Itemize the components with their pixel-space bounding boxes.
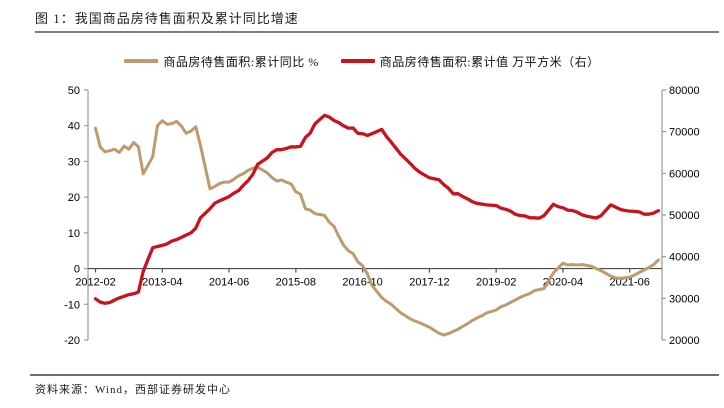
y-axis-right-tick-label: 80000 (669, 85, 700, 97)
figure-title: 图 1：我国商品房待售面积及累计同比增速 (35, 11, 299, 26)
y-axis-left-tick-label: -10 (64, 299, 80, 311)
x-axis-tick-label: 2020-04 (543, 277, 583, 289)
y-axis-left-tick-label: 10 (68, 228, 80, 240)
y-axis-right-tick-label: 40000 (669, 252, 700, 264)
x-axis-tick-label: 2019-02 (476, 277, 516, 289)
y-axis-right-tick-label: 50000 (669, 210, 700, 222)
x-axis-tick-label: 2012-02 (75, 277, 115, 289)
x-axis-tick-label: 2017-12 (409, 277, 449, 289)
legend-swatch-value-line (340, 59, 375, 63)
legend-item-yoy: 商品房待售面积:累计同比 % (124, 53, 318, 70)
x-axis-tick-label: 2016-10 (342, 277, 382, 289)
x-axis-tick-label: 2015-08 (276, 277, 316, 289)
y-axis-left: 50 40 30 20 10 0 -10 -20 (64, 85, 88, 347)
series-line-yoy (94, 119, 660, 337)
series-line-inventory (93, 113, 661, 305)
y-axis-right-tick-label: 60000 (669, 168, 700, 180)
y-axis-right-tick-label: 70000 (669, 127, 700, 139)
chart-legend: 商品房待售面积:累计同比 % 商品房待售面积:累计值 万平方米（右） (0, 52, 724, 70)
legend-swatch-yoy-line (124, 59, 159, 63)
y-axis-left-tick-label: 50 (68, 85, 80, 97)
y-axis-left-tick-label: -20 (64, 335, 80, 347)
y-axis-left-tick-label: 20 (68, 192, 80, 204)
y-axis-left-tick-label: 30 (68, 156, 80, 168)
source-separator-line (30, 374, 719, 376)
axes (87, 90, 663, 340)
y-axis-right-tick-label: 20000 (669, 335, 700, 347)
y-axis-right: 80000 70000 60000 50000 40000 30000 20000 (662, 85, 700, 347)
y-axis-left-tick-label: 0 (74, 264, 80, 276)
x-axis: 2012-02 2013-04 2014-06 2015-08 2016-10 2017-… (75, 268, 650, 289)
y-axis-right-tick-label: 30000 (669, 293, 700, 305)
y-axis-left-tick-label: 40 (68, 121, 80, 133)
x-axis-tick-label: 2014-06 (209, 277, 249, 289)
legend-label-value: 商品房待售面积:累计值 万平方米（右） (379, 54, 600, 69)
source-note: 资料来源：Wind，西部证券研发中心 (35, 384, 231, 396)
title-separator-line (35, 31, 719, 33)
legend-label-yoy: 商品房待售面积:累计同比 % (163, 54, 319, 69)
legend-item-value: 商品房待售面积:累计值 万平方米（右） (340, 53, 600, 70)
x-axis-tick-label: 2013-04 (142, 277, 182, 289)
